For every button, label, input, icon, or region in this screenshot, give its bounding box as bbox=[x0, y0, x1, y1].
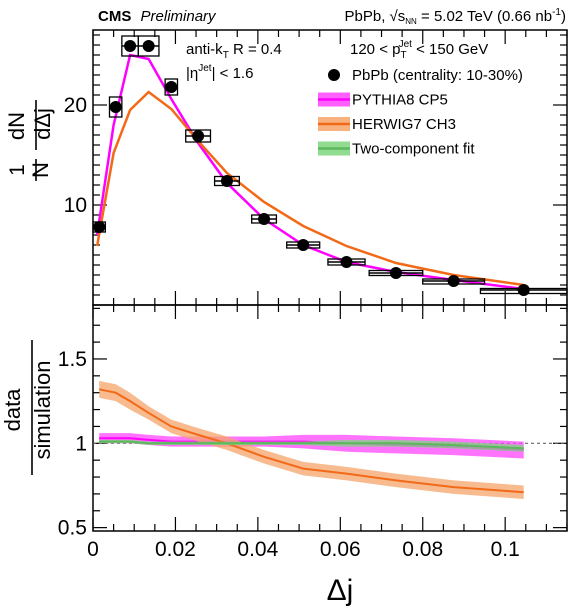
data-point bbox=[109, 101, 122, 113]
distribution-panel: 10 20 bbox=[64, 29, 568, 306]
legend-label: PbPb (centrality: 10-30%) bbox=[352, 67, 523, 84]
data-point bbox=[297, 239, 310, 251]
data-point bbox=[258, 213, 271, 225]
status-label: Preliminary bbox=[141, 8, 218, 25]
bottom-frame bbox=[92, 304, 568, 532]
ratio-line-two-component-fit bbox=[99, 440, 524, 450]
top-y-tick-label: 10 bbox=[64, 194, 87, 217]
ratio-band-herwig7-ch3 bbox=[99, 380, 524, 499]
legend-marker bbox=[328, 69, 340, 81]
experiment-label: CMS Preliminary bbox=[98, 8, 217, 25]
collision-label: PbPb, √sNN = 5.02 TeV (0.66 nb-1) bbox=[345, 7, 566, 26]
x-axis-title: Δj bbox=[327, 574, 354, 607]
ylabel-n: N bbox=[28, 162, 53, 178]
pt-range-label: 120 < pTJet < 150 GeV bbox=[350, 39, 488, 61]
eta-cut-label: |ηJet| < 1.6 bbox=[186, 63, 253, 82]
model-curve-pythia8-cp5 bbox=[95, 53, 524, 291]
model-curve-herwig7-ch3 bbox=[95, 90, 524, 287]
data-point bbox=[340, 256, 353, 268]
legend: PbPb (centrality: 10-30%) PYTHIA8 CP5 HERW… bbox=[318, 67, 523, 158]
top-y-tick-label: 20 bbox=[64, 94, 87, 117]
ylabel-data: data bbox=[0, 388, 25, 432]
data-point bbox=[517, 284, 530, 296]
data-point bbox=[220, 175, 233, 187]
data-point bbox=[142, 40, 155, 52]
jet-algo-label: anti-kT R = 0.4 bbox=[186, 41, 282, 61]
x-tick-label: 0.08 bbox=[402, 538, 443, 561]
bottom-y-tick-label: 1.5 bbox=[58, 348, 87, 371]
data-point bbox=[93, 221, 106, 233]
data-point bbox=[389, 267, 402, 279]
ylabel-one: 1 bbox=[6, 164, 29, 176]
x-tick-label: 0.04 bbox=[237, 538, 278, 561]
x-tick-label: 0.02 bbox=[155, 538, 196, 561]
annotations: anti-kT R = 0.4 |ηJet| < 1.6 120 < pTJet… bbox=[186, 39, 488, 82]
legend-label: PYTHIA8 CP5 bbox=[352, 92, 448, 109]
bottom-y-tick-label: 0.5 bbox=[58, 517, 87, 540]
data-point bbox=[124, 40, 137, 52]
data-point bbox=[192, 130, 205, 142]
bottom-ylabel: data simulation bbox=[0, 340, 55, 475]
ylabel-simulation: simulation bbox=[30, 360, 55, 459]
top-ylabel: 1 N dN dΔj bbox=[4, 100, 55, 181]
data-point bbox=[165, 81, 178, 93]
legend-label: Two-component fit bbox=[352, 141, 475, 158]
bottom-y-tick-label: 1 bbox=[75, 432, 87, 455]
x-tick-label: 0.1 bbox=[491, 538, 520, 561]
ratio-panel: 0 0.02 0.04 0.06 0.08 0.1 0.5 1 1.5 bbox=[58, 304, 568, 561]
ylabel-ddj: dΔj bbox=[30, 108, 55, 140]
x-tick-label: 0.06 bbox=[320, 538, 361, 561]
legend-label: HERWIG7 CH3 bbox=[352, 116, 456, 133]
experiment-name: CMS bbox=[98, 8, 131, 25]
x-tick-label: 0 bbox=[87, 538, 99, 561]
data-point bbox=[447, 275, 460, 287]
ylabel-dn: dN bbox=[4, 112, 29, 140]
